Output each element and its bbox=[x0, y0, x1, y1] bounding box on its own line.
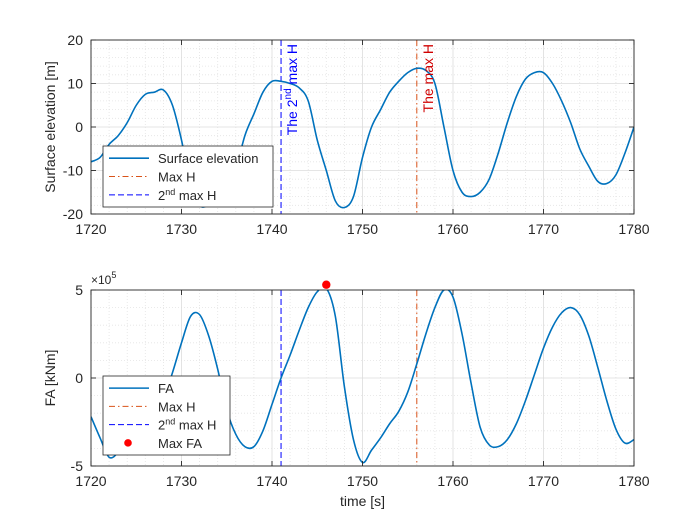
x-tick-label: 1740 bbox=[256, 473, 287, 489]
y-tick-label: -20 bbox=[63, 206, 83, 222]
x-tick-label: 1750 bbox=[347, 221, 378, 237]
vline-label-tail: max H bbox=[284, 44, 300, 88]
y-axis-label: FA [kNm] bbox=[42, 350, 58, 407]
y-tick-label: 10 bbox=[67, 76, 83, 92]
x-axis-label: time [s] bbox=[340, 493, 385, 509]
legend-label-text: 2 bbox=[158, 188, 165, 203]
x-tick-label: 1770 bbox=[528, 221, 559, 237]
legend-label-text: Max H bbox=[158, 399, 196, 414]
legend-label-text: Max FA bbox=[158, 436, 202, 451]
legend-label: Max H bbox=[158, 170, 196, 185]
legend-label-text: 2 bbox=[158, 418, 165, 433]
series-line-surface-elevation bbox=[91, 67, 634, 209]
y-exponent-label: ×105 bbox=[91, 270, 116, 287]
y-tick-label: 0 bbox=[75, 370, 83, 386]
legend-label: FA bbox=[158, 381, 174, 396]
y-tick-label: 20 bbox=[67, 32, 83, 48]
legend-label-text: Surface elevation bbox=[158, 151, 258, 166]
y-exponent-power: 5 bbox=[111, 270, 116, 280]
x-tick-label: 1720 bbox=[75, 473, 106, 489]
legend-label: Max H bbox=[158, 399, 196, 414]
vline-label-sup: nd bbox=[283, 88, 294, 99]
x-tick-label: 1760 bbox=[437, 221, 468, 237]
legend-marker-dot bbox=[124, 439, 132, 447]
x-tick-label: 1770 bbox=[528, 473, 559, 489]
x-tick-label: 1730 bbox=[166, 473, 197, 489]
x-tick-label: 1740 bbox=[256, 221, 287, 237]
x-tick-label: 1780 bbox=[618, 221, 649, 237]
legend-box bbox=[102, 145, 274, 208]
chart-2: 1720 1730 1740 1750 1760 1770 1780 -5 0 5 FA [kNm]… bbox=[42, 270, 650, 509]
legend-label-sup: nd bbox=[165, 417, 175, 427]
y-exponent-base: ×10 bbox=[91, 273, 112, 287]
legend-label-text: FA bbox=[158, 381, 174, 396]
legend-label-tail: max H bbox=[175, 418, 216, 433]
vline-label: The max H bbox=[420, 44, 436, 112]
vline-label-main: The 2 bbox=[284, 99, 300, 135]
legend-label: 2nd max H bbox=[158, 187, 216, 203]
legend-label: Surface elevation bbox=[158, 151, 258, 166]
y-tick-label: -5 bbox=[71, 458, 84, 474]
x-tick-label: 1750 bbox=[347, 473, 378, 489]
legend: FA Max H 2nd max H Max FA bbox=[102, 375, 231, 456]
legend-label: Max FA bbox=[158, 436, 202, 451]
legend: Surface elevation Max H 2nd max H bbox=[102, 145, 274, 208]
x-tick-label: 1780 bbox=[618, 473, 649, 489]
legend-box bbox=[102, 375, 231, 456]
y-tick-label: 5 bbox=[75, 282, 83, 298]
y-tick-label: -10 bbox=[63, 163, 83, 179]
legend-label-text: Max H bbox=[158, 170, 196, 185]
y-tick-label: 0 bbox=[75, 119, 83, 135]
legend-label-sup: nd bbox=[165, 187, 175, 197]
legend-label: 2nd max H bbox=[158, 417, 216, 433]
x-tick-label: 1760 bbox=[437, 473, 468, 489]
vline-label: The 2nd max H bbox=[283, 44, 300, 135]
y-axis-label: Surface elevation [m] bbox=[42, 61, 58, 193]
point-max-fa bbox=[322, 280, 331, 289]
legend-label-tail: max H bbox=[175, 188, 216, 203]
x-tick-label: 1720 bbox=[75, 221, 106, 237]
x-tick-label: 1730 bbox=[166, 221, 197, 237]
